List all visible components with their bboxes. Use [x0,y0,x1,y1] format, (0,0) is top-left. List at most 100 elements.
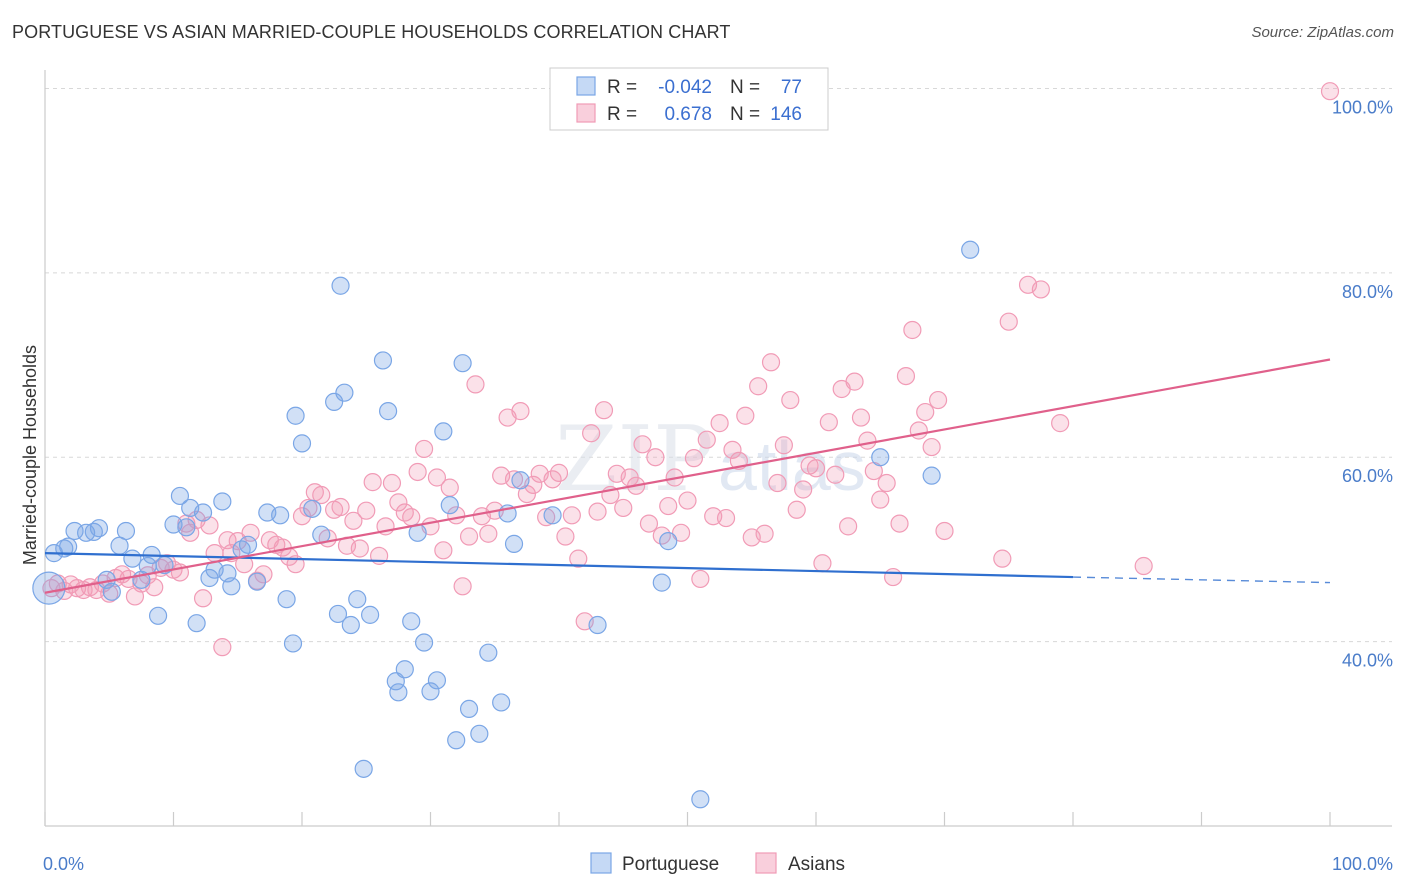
asians-point-142 [999,312,1018,331]
asians-point-94 [639,514,659,533]
asians-point-24 [193,589,213,608]
portuguese-point-16 [148,606,168,625]
portuguese-points [32,240,980,809]
bottom-legend: Portuguese Asians [590,852,845,875]
asians-point-133 [890,514,909,533]
portuguese-point-60 [447,731,466,750]
asians-point-103 [697,430,716,449]
asians-point-100 [678,491,697,510]
asians-point-114 [768,473,787,493]
asians-point-65 [453,577,472,596]
legend-r-value-portuguese: -0.042 [658,77,712,98]
portuguese-point-63 [470,724,489,743]
asians-point-113 [761,353,781,372]
legend-swatch-portuguese [576,76,596,96]
asians-point-121 [813,554,832,573]
chart-title: PORTUGUESE VS ASIAN MARRIED-COUPLE HOUSE… [12,22,731,42]
portuguese-point-74 [871,448,890,467]
legend-swatch-asians [576,103,596,123]
portuguese-point-11 [116,521,136,541]
portuguese-point-73 [691,790,710,809]
asians-point-116 [781,390,800,410]
bottom-legend-swatch-asians [755,852,777,874]
portuguese-point-53 [402,612,421,631]
y-tick-label-0: 40.0% [1342,651,1393,671]
asians-point-99 [671,523,691,542]
legend-r-label-asians: R = [607,104,637,125]
portuguese-point-38 [303,499,322,518]
portuguese-point-68 [511,471,530,490]
portuguese-point-75 [922,466,941,485]
portuguese-point-70 [588,615,607,635]
asians-point-130 [871,490,890,509]
asians-point-66 [459,527,479,546]
asians-point-118 [794,480,813,499]
asians-point-51 [363,473,382,492]
asians-point-123 [826,465,845,484]
asians-point-50 [357,501,376,520]
legend-n-label-portuguese: N = [730,77,760,98]
asians-point-125 [839,517,858,536]
portuguese-point-61 [453,354,472,373]
asians-point-46 [331,497,350,517]
gridlines [45,87,1392,643]
legend-r-value-asians: 0.678 [664,104,712,125]
legend-box [549,67,829,131]
asians-point-105 [710,414,729,433]
asians-point-128 [858,431,877,450]
axes [44,70,1392,827]
asians-point-127 [851,408,871,427]
asians-point-48 [344,511,363,530]
chart-source: Source: ZipAtlas.com [1251,24,1394,41]
portuguese-point-67 [504,534,524,553]
portuguese-point-51 [389,683,408,702]
asians-point-146 [1134,556,1153,576]
x-tick-label-0: 0.0% [43,854,84,874]
portuguese-point-62 [459,699,479,719]
asians-point-136 [909,421,928,440]
portuguese-point-36 [286,406,305,425]
asians-point-122 [819,413,838,432]
asians-point-67 [466,375,485,394]
asians-point-87 [594,401,614,420]
portuguese-point-69 [543,506,562,525]
asians-point-141 [993,549,1012,568]
portuguese-point-0 [32,571,66,605]
portuguese-point-20 [177,518,196,537]
asians-point-58 [408,462,427,482]
asians-point-140 [935,521,954,541]
asians-point-137 [916,402,935,422]
asians-point-82 [562,506,581,525]
trend-lines [44,358,1331,594]
portuguese-point-72 [659,532,678,551]
portuguese-point-37 [292,434,312,453]
y-tick-label-3: 100.0% [1332,97,1393,117]
asians-point-81 [556,527,575,546]
portuguese-point-3 [59,537,78,556]
asians-point-56 [395,503,414,522]
portuguese-point-76 [961,240,980,259]
portuguese-point-71 [652,573,671,592]
portuguese-point-33 [271,506,290,525]
portuguese-point-9 [102,582,121,601]
bottom-legend-swatch-portuguese [590,852,612,874]
asians-point-54 [382,473,402,493]
asians-point-85 [582,424,601,443]
asians-point-112 [755,524,774,543]
portuguese-point-43 [335,383,354,402]
y-axis-title: Married-couple Households [20,345,40,565]
asians-point-26 [205,544,224,563]
y-tick-label-1: 60.0% [1342,466,1393,486]
asians-point-95 [646,448,665,467]
asians-point-147 [1320,82,1340,101]
asians-point-79 [543,470,562,489]
asians-point-73 [504,470,524,489]
legend-r-label-portuguese: R = [607,77,637,98]
asians-point-57 [402,508,421,527]
portuguese-point-55 [414,633,434,652]
asians-point-27 [213,638,232,657]
asians-point-62 [434,541,453,560]
asians-point-135 [903,320,922,340]
portuguese-point-7 [89,519,109,538]
asians-point-101 [684,449,704,468]
